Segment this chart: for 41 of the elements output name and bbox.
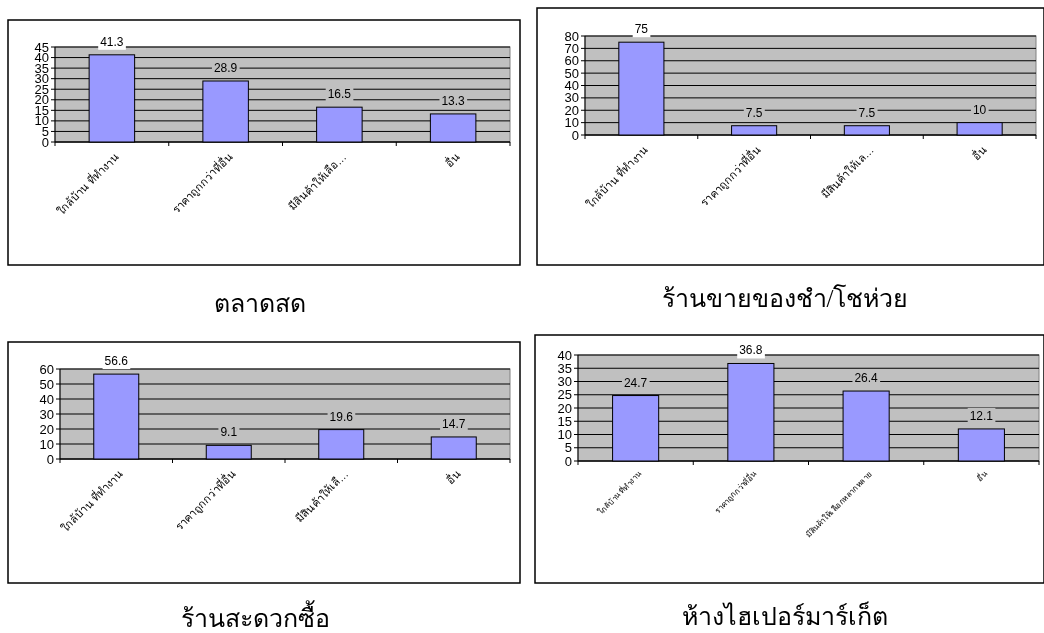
x-tick-label: อื่น [968,142,989,163]
text: ตลาดสด [214,290,306,317]
data-label: 7.5 [745,105,763,120]
text: ร้านสะดวกซื้อ [180,600,330,632]
y-tick-label: 50 [39,376,54,392]
y-tick-label: 40 [39,391,54,407]
data-label: 14.7 [442,416,466,431]
data-label: 9.1 [220,425,238,440]
data-label: 24.7 [623,375,648,390]
y-tick-label: 35 [557,360,572,376]
y-tick-label: 0 [564,453,572,469]
y-tick-label: 15 [557,413,572,429]
x-tick-label: อื่น [442,466,463,487]
x-tick-label: อื่น [973,467,990,484]
data-label: 7.5 [858,105,876,120]
data-label: 28.9 [213,60,238,75]
data-label: 26.4 [854,371,879,386]
y-tick-label: 40 [564,78,579,93]
data-label: 19.6 [329,409,354,424]
y-tick-label: 10 [39,436,54,452]
y-tick-label: 10 [557,427,572,442]
data-label: 41.3 [100,34,124,49]
y-tick-label: 5 [564,440,572,456]
y-tick-label: 60 [39,361,54,377]
y-tick-label: 25 [557,387,572,403]
data-label: 13.3 [441,93,466,108]
data-label: 12.1 [969,408,994,423]
data-label: 75 [634,22,649,37]
y-tick-label: 40 [557,347,572,363]
y-tick-label: 30 [39,406,54,422]
y-tick-label: 20 [557,400,572,416]
x-tick-label: อื่น [441,149,463,170]
text: ร้านขายของชำ/โชห่วย [661,284,909,312]
data-label: 16.5 [327,87,352,102]
y-tick-label: 0 [46,451,54,467]
data-label: 36.8 [739,343,763,358]
text: ห้างไฮเปอร์มาร์เก็ต [682,601,888,630]
y-tick-label: 30 [557,374,572,389]
y-tick-label: 20 [39,421,54,437]
data-label: 10 [972,102,987,117]
data-label: 56.6 [104,354,129,369]
